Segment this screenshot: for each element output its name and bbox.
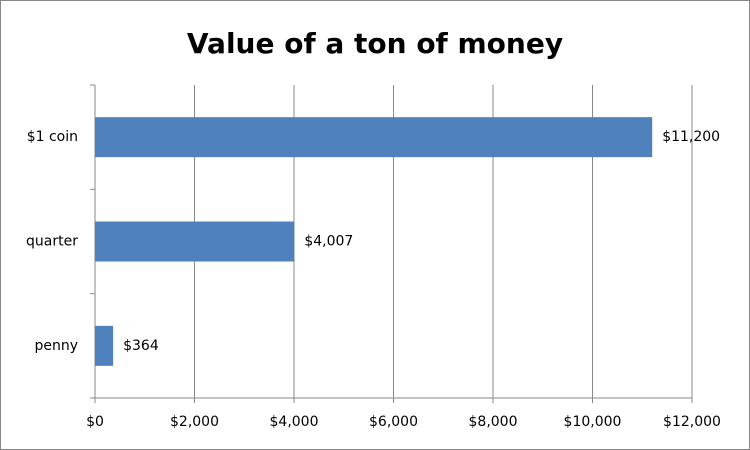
x-tick-label: $12,000 bbox=[663, 414, 721, 430]
x-tick-label: $2,000 bbox=[170, 414, 219, 430]
y-tick-label: $1 coin bbox=[27, 129, 78, 145]
x-tick-label: $8,000 bbox=[469, 414, 518, 430]
bar bbox=[95, 325, 114, 366]
y-tick-label: quarter bbox=[26, 234, 78, 250]
x-tick-label: $6,000 bbox=[369, 414, 418, 430]
x-tick-label: $10,000 bbox=[564, 414, 622, 430]
value-label: $4,007 bbox=[304, 234, 353, 250]
x-tick-label: $4,000 bbox=[270, 414, 319, 430]
x-tick-label: $0 bbox=[86, 414, 104, 430]
bar bbox=[95, 117, 653, 158]
y-tick-label: penny bbox=[34, 338, 78, 354]
value-label: $364 bbox=[123, 338, 159, 354]
chart-title: Value of a ton of money bbox=[187, 27, 563, 60]
bar bbox=[95, 221, 295, 262]
value-label: $11,200 bbox=[662, 129, 720, 145]
